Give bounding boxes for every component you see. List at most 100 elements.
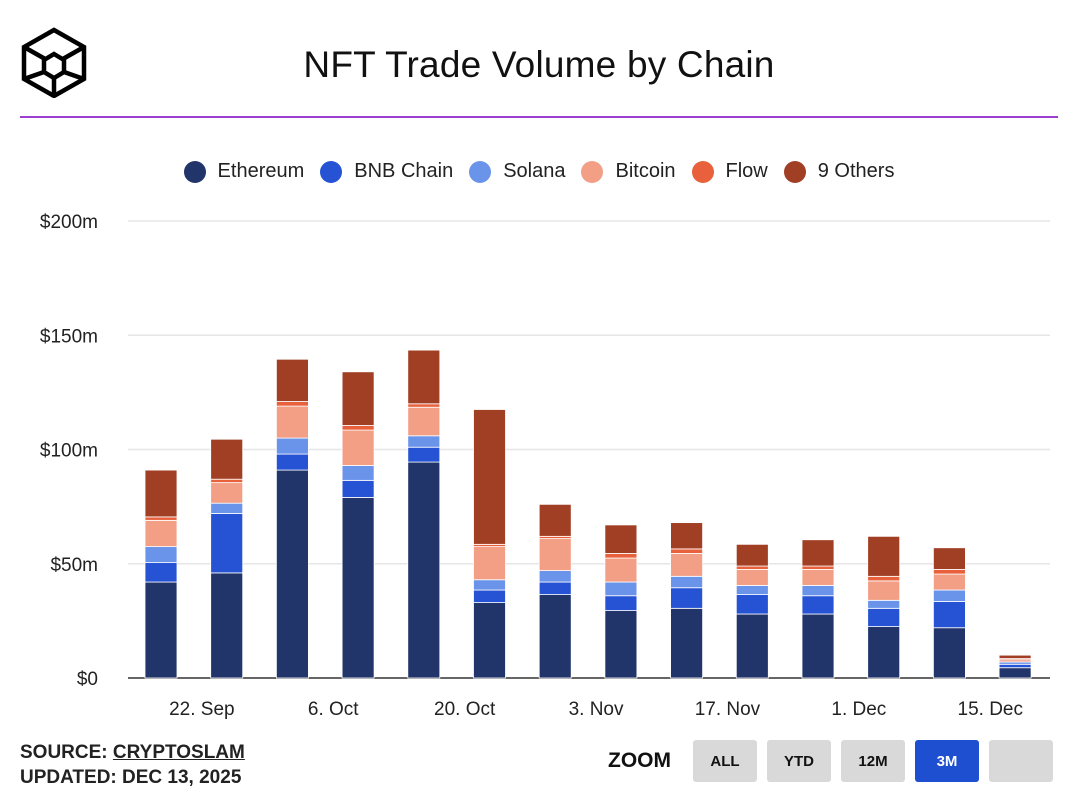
bar-segment-bitcoin[interactable] [473, 546, 506, 581]
bar-segment-solana[interactable] [670, 575, 703, 589]
bar-stack[interactable] [933, 547, 966, 679]
legend-item-ethereum[interactable]: Ethereum [183, 160, 304, 183]
legend-item-bnb-chain[interactable]: BNB Chain [320, 160, 453, 183]
bar-segment-bitcoin[interactable] [275, 405, 309, 439]
bar-segment-bnb-chain[interactable] [210, 513, 244, 574]
bar-segment-flow[interactable] [210, 478, 244, 484]
bar-segment-bitcoin[interactable] [538, 538, 572, 572]
bar-segment-9-others[interactable] [210, 438, 244, 480]
bar-segment-9-others[interactable] [473, 409, 506, 545]
bar-segment-flow[interactable] [604, 553, 638, 559]
bar-segment-9-others[interactable] [670, 522, 703, 550]
bar-segment-ethereum[interactable] [473, 602, 506, 679]
zoom-all-button[interactable]: ALL [693, 740, 757, 782]
bar-segment-9-others[interactable] [867, 535, 901, 577]
bar-stack[interactable] [275, 358, 309, 679]
bar-segment-solana[interactable] [867, 599, 901, 609]
bar-segment-bitcoin[interactable] [341, 429, 375, 466]
bar-segment-ethereum[interactable] [867, 626, 901, 679]
bar-segment-9-others[interactable] [604, 524, 638, 554]
bar-segment-9-others[interactable] [407, 349, 441, 405]
bar-segment-ethereum[interactable] [275, 469, 309, 679]
bar-segment-flow[interactable] [933, 569, 966, 575]
bar-stack[interactable] [670, 522, 703, 679]
bar-stack[interactable] [867, 535, 901, 679]
bar-segment-solana[interactable] [341, 465, 375, 481]
bar-segment-bnb-chain[interactable] [801, 595, 835, 615]
bar-segment-solana[interactable] [210, 502, 244, 514]
bar-segment-ethereum[interactable] [604, 610, 638, 679]
bar-segment-bitcoin[interactable] [867, 580, 901, 601]
zoom-12m-button[interactable]: 12M [841, 740, 905, 782]
bar-segment-bnb-chain[interactable] [604, 595, 638, 611]
zoom-ytd-button[interactable]: YTD [767, 740, 831, 782]
bar-segment-9-others[interactable] [998, 654, 1032, 659]
bar-segment-ethereum[interactable] [407, 461, 441, 679]
bar-segment-9-others[interactable] [735, 543, 769, 567]
bar-segment-flow[interactable] [735, 565, 769, 570]
bar-segment-bnb-chain[interactable] [341, 479, 375, 498]
bar-segment-9-others[interactable] [144, 469, 178, 518]
bar-stack[interactable] [341, 371, 375, 679]
bar-segment-bnb-chain[interactable] [933, 601, 966, 629]
bar-segment-solana[interactable] [144, 546, 178, 564]
bar-stack[interactable] [473, 409, 506, 679]
bar-segment-solana[interactable] [604, 581, 638, 597]
bar-segment-ethereum[interactable] [670, 607, 703, 679]
bar-stack[interactable] [210, 438, 244, 679]
legend-item-solana[interactable]: Solana [469, 160, 565, 183]
bar-segment-bnb-chain[interactable] [407, 446, 441, 463]
bar-segment-bitcoin[interactable] [407, 406, 441, 437]
bar-segment-solana[interactable] [407, 435, 441, 448]
bar-stack[interactable] [998, 654, 1032, 679]
bar-stack[interactable] [604, 524, 638, 679]
bar-segment-9-others[interactable] [538, 503, 572, 537]
zoom-3m-button[interactable]: 3M [915, 740, 979, 782]
bar-segment-ethereum[interactable] [801, 613, 835, 679]
bar-segment-bitcoin[interactable] [735, 569, 769, 586]
bar-segment-bnb-chain[interactable] [275, 453, 309, 471]
bar-segment-bnb-chain[interactable] [867, 607, 901, 627]
bar-segment-bitcoin[interactable] [801, 569, 835, 586]
bar-segment-ethereum[interactable] [144, 581, 178, 679]
bar-segment-bnb-chain[interactable] [735, 594, 769, 615]
bar-segment-flow[interactable] [867, 575, 901, 582]
bar-stack[interactable] [801, 539, 835, 679]
source-link[interactable]: CRYPTOSLAM [112, 742, 245, 763]
bar-segment-bnb-chain[interactable] [473, 589, 506, 603]
bar-segment-ethereum[interactable] [538, 594, 572, 679]
bar-segment-solana[interactable] [801, 585, 835, 597]
bar-segment-ethereum[interactable] [210, 572, 244, 679]
bar-segment-bitcoin[interactable] [933, 573, 966, 591]
bar-segment-solana[interactable] [473, 579, 506, 591]
bar-stack[interactable] [407, 349, 441, 679]
bar-segment-solana[interactable] [538, 570, 572, 583]
bar-segment-bitcoin[interactable] [670, 553, 703, 577]
bar-segment-ethereum[interactable] [933, 627, 966, 679]
bar-segment-flow[interactable] [670, 548, 703, 554]
bar-segment-flow[interactable] [275, 401, 309, 407]
bar-segment-ethereum[interactable] [998, 667, 1032, 679]
bar-segment-bitcoin[interactable] [210, 482, 244, 504]
bar-segment-9-others[interactable] [275, 358, 309, 402]
bar-segment-bitcoin[interactable] [604, 557, 638, 583]
bar-segment-9-others[interactable] [801, 539, 835, 567]
zoom-blank-button[interactable] [989, 740, 1053, 782]
bar-segment-bnb-chain[interactable] [144, 562, 178, 583]
bar-segment-flow[interactable] [801, 565, 835, 570]
bar-stack[interactable] [538, 503, 572, 679]
bar-segment-solana[interactable] [735, 585, 769, 595]
legend-item-bitcoin[interactable]: Bitcoin [581, 160, 676, 183]
bar-segment-flow[interactable] [407, 403, 441, 408]
bar-segment-flow[interactable] [341, 425, 375, 431]
legend-item-9-others[interactable]: 9 Others [783, 160, 894, 183]
bar-segment-ethereum[interactable] [341, 497, 375, 679]
bar-segment-bnb-chain[interactable] [998, 663, 1032, 669]
bar-segment-bnb-chain[interactable] [670, 587, 703, 609]
bar-segment-bitcoin[interactable] [144, 519, 178, 548]
bar-segment-flow[interactable] [144, 516, 178, 521]
bar-segment-bnb-chain[interactable] [538, 581, 572, 595]
bar-segment-9-others[interactable] [933, 547, 966, 570]
bar-segment-ethereum[interactable] [735, 613, 769, 679]
bar-segment-solana[interactable] [275, 437, 309, 455]
